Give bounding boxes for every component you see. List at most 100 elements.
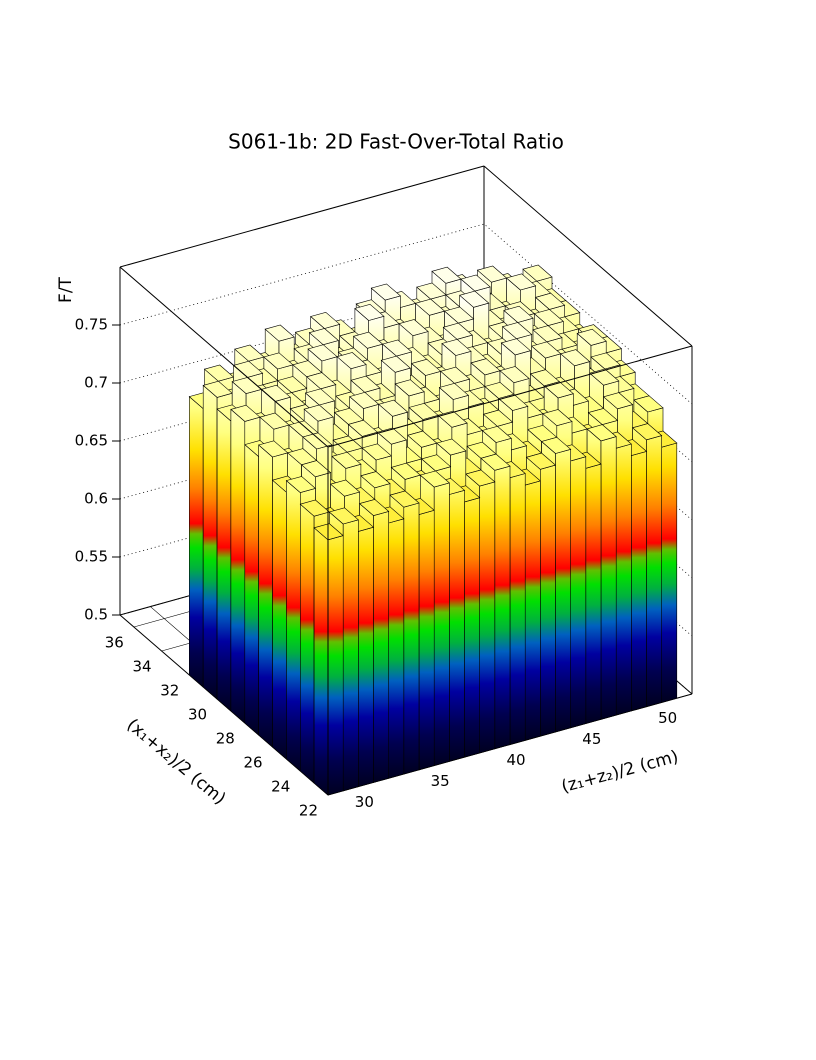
bar-front	[418, 509, 435, 771]
bar-front	[646, 435, 663, 707]
bar-top	[390, 462, 421, 480]
bar-front	[403, 502, 420, 775]
bar-side	[286, 479, 301, 772]
bar-top	[234, 344, 265, 362]
bar-top	[300, 460, 332, 478]
bar-top	[259, 412, 290, 430]
bar	[313, 523, 344, 796]
bar-front	[585, 463, 602, 724]
box-edge	[327, 345, 693, 448]
z-tick-label: 0.5	[84, 606, 108, 624]
box-edge	[119, 266, 329, 448]
bar-top	[398, 319, 429, 337]
bar-top	[532, 325, 563, 343]
bar-front	[373, 511, 390, 783]
bar-side	[230, 408, 246, 724]
bar-top	[331, 451, 362, 469]
bar-top	[542, 409, 573, 427]
bar-top	[285, 476, 317, 493]
bar-front	[630, 451, 647, 712]
bar-top	[543, 381, 574, 399]
bar-front	[615, 443, 632, 716]
bar-top	[633, 395, 664, 413]
bar-top	[522, 264, 553, 282]
bar-top	[431, 266, 462, 284]
bar-front	[433, 482, 450, 766]
bar-side	[189, 395, 204, 688]
bar-top	[443, 306, 475, 324]
bar-front	[448, 489, 465, 762]
bar-top	[349, 391, 380, 409]
bar-front	[479, 481, 496, 754]
z-tick-label: 0.7	[84, 374, 108, 392]
bar-top	[329, 479, 361, 497]
bar-top	[437, 410, 468, 428]
z-axis-title: F/T	[56, 276, 76, 303]
z-tick-label: 0.6	[84, 490, 108, 508]
bar-top	[376, 427, 408, 445]
bar-top	[533, 309, 564, 326]
y-tick-label: 30	[188, 706, 207, 724]
z-tick-label: 0.65	[75, 432, 108, 450]
bar-front	[570, 456, 587, 729]
bar-top	[414, 298, 446, 316]
bar-top	[203, 364, 235, 382]
bar-top	[308, 328, 340, 346]
bar-top	[586, 424, 617, 442]
bar-top	[459, 290, 490, 308]
bar-top	[354, 303, 385, 321]
bar-top	[230, 404, 261, 422]
bar-side	[216, 408, 232, 712]
bar-front	[342, 519, 359, 792]
y-tick-label: 32	[160, 682, 179, 700]
bar-side	[299, 503, 315, 784]
z-tick-label: 0.75	[75, 316, 108, 334]
x-axis-title: (z₁+z₂)/2 (cm)	[559, 747, 680, 797]
bar-top	[410, 358, 442, 376]
bar-front	[524, 480, 541, 741]
bar-top	[378, 399, 409, 417]
bar-top	[499, 366, 530, 384]
bar-top	[336, 352, 367, 370]
bar-top	[313, 523, 344, 541]
bar-top	[481, 425, 512, 443]
bar-top	[263, 352, 294, 370]
bar-top	[328, 507, 359, 525]
bar-top	[503, 305, 534, 323]
chart-title: S061-1b: 2D Fast-Over-Total Ratio	[228, 130, 564, 154]
bar-top	[501, 322, 533, 340]
box-edge	[483, 165, 693, 347]
box-edge	[119, 165, 485, 268]
z-tick-label: 0.55	[75, 548, 108, 566]
bar-top	[436, 438, 467, 456]
bar-top	[202, 380, 233, 398]
bar-top	[631, 423, 663, 441]
bar-top	[438, 382, 470, 400]
bar-top	[441, 338, 472, 356]
y-axis-title: (x₁+x₂)/2 (cm)	[123, 715, 230, 809]
bar-top	[360, 471, 391, 489]
bar-top	[440, 366, 471, 384]
bar-top	[358, 499, 390, 516]
bar-side	[272, 479, 287, 760]
bar-top	[460, 274, 491, 292]
bar-front	[388, 518, 405, 779]
bar-top	[408, 402, 439, 420]
bar-top	[420, 454, 452, 472]
bar-top	[277, 376, 308, 393]
bar-top	[505, 273, 537, 291]
bar-top	[442, 322, 473, 340]
bar-top	[416, 282, 447, 300]
bar-top	[307, 344, 338, 362]
bar-top	[299, 499, 330, 517]
y-tick-label: 28	[216, 730, 235, 748]
y-tick-label: 34	[133, 658, 152, 676]
bar-side	[202, 384, 218, 700]
bar-top	[361, 443, 392, 461]
bar-top	[602, 392, 634, 410]
bar-side	[244, 443, 260, 736]
bar-front	[464, 497, 481, 758]
bar-top	[465, 469, 496, 487]
